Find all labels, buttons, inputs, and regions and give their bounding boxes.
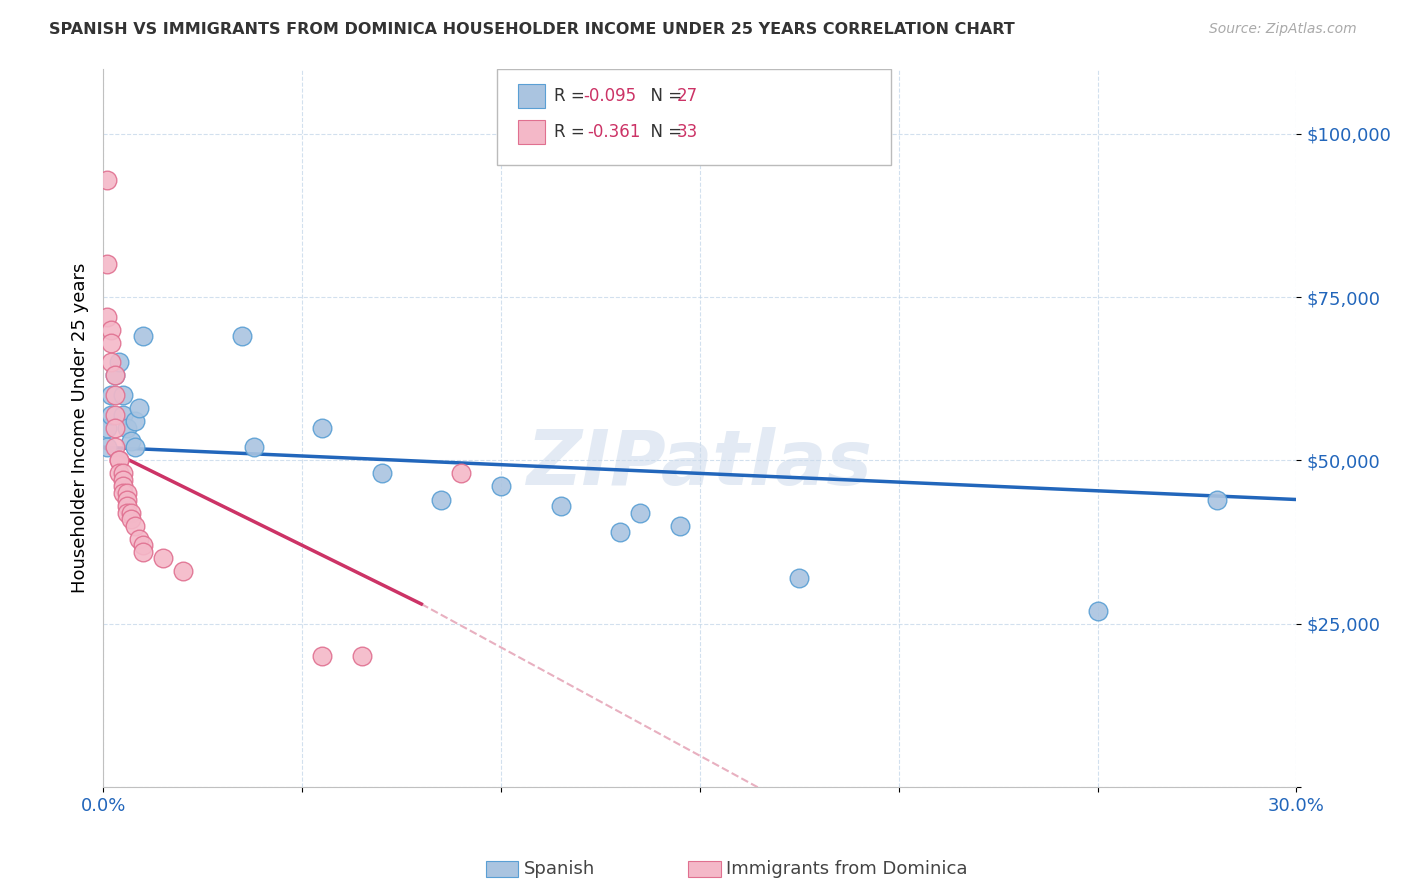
Text: 33: 33 — [678, 123, 699, 141]
Point — [111, 388, 134, 402]
Point — [430, 492, 453, 507]
Point — [111, 467, 134, 481]
Point — [104, 440, 127, 454]
Point — [120, 512, 142, 526]
Point — [787, 571, 810, 585]
Text: N =: N = — [640, 123, 688, 141]
Text: SPANISH VS IMMIGRANTS FROM DOMINICA HOUSEHOLDER INCOME UNDER 25 YEARS CORRELATIO: SPANISH VS IMMIGRANTS FROM DOMINICA HOUS… — [49, 22, 1015, 37]
Text: Immigrants from Dominica: Immigrants from Dominica — [727, 860, 967, 878]
Point — [115, 499, 138, 513]
Point — [108, 453, 131, 467]
Point — [100, 335, 122, 350]
Point — [1087, 603, 1109, 617]
Point — [124, 518, 146, 533]
Point — [104, 368, 127, 383]
Text: Source: ZipAtlas.com: Source: ZipAtlas.com — [1209, 22, 1357, 37]
Point — [124, 440, 146, 454]
Point — [311, 649, 333, 664]
Text: ZIPatlas: ZIPatlas — [527, 426, 873, 500]
Point — [124, 414, 146, 428]
Point — [231, 329, 253, 343]
Point — [104, 408, 127, 422]
Point — [111, 473, 134, 487]
Point — [115, 492, 138, 507]
Y-axis label: Householder Income Under 25 years: Householder Income Under 25 years — [72, 262, 89, 593]
Point — [115, 486, 138, 500]
Point — [152, 551, 174, 566]
Point — [108, 453, 131, 467]
Point — [120, 434, 142, 448]
Text: Spanish: Spanish — [523, 860, 595, 878]
Point — [609, 525, 631, 540]
Point — [104, 368, 127, 383]
Point — [104, 420, 127, 434]
FancyBboxPatch shape — [496, 69, 890, 166]
FancyBboxPatch shape — [519, 85, 544, 108]
Point — [96, 172, 118, 186]
Point — [108, 467, 131, 481]
Point — [370, 467, 392, 481]
Point — [115, 420, 138, 434]
Point — [111, 479, 134, 493]
Point — [104, 388, 127, 402]
Point — [450, 467, 472, 481]
Text: R =: R = — [554, 123, 595, 141]
Point — [96, 440, 118, 454]
Text: -0.361: -0.361 — [588, 123, 641, 141]
Point — [115, 506, 138, 520]
Text: -0.095: -0.095 — [583, 87, 636, 105]
Point — [669, 518, 692, 533]
Text: 27: 27 — [678, 87, 699, 105]
Point — [128, 401, 150, 415]
Point — [311, 420, 333, 434]
Point — [96, 420, 118, 434]
Point — [132, 538, 155, 552]
Point — [108, 355, 131, 369]
Point — [111, 486, 134, 500]
Point — [350, 649, 373, 664]
Point — [172, 565, 194, 579]
Point — [100, 408, 122, 422]
Point — [100, 388, 122, 402]
Point — [550, 499, 572, 513]
Point — [628, 506, 651, 520]
Point — [243, 440, 266, 454]
Point — [120, 506, 142, 520]
Point — [489, 479, 512, 493]
Point — [100, 323, 122, 337]
FancyBboxPatch shape — [519, 120, 544, 144]
Point — [132, 329, 155, 343]
Point — [96, 257, 118, 271]
Text: R =: R = — [554, 87, 591, 105]
Point — [111, 408, 134, 422]
Point — [132, 545, 155, 559]
Point — [1205, 492, 1227, 507]
Point — [100, 355, 122, 369]
Point — [128, 532, 150, 546]
Text: N =: N = — [640, 87, 688, 105]
Point — [96, 310, 118, 324]
